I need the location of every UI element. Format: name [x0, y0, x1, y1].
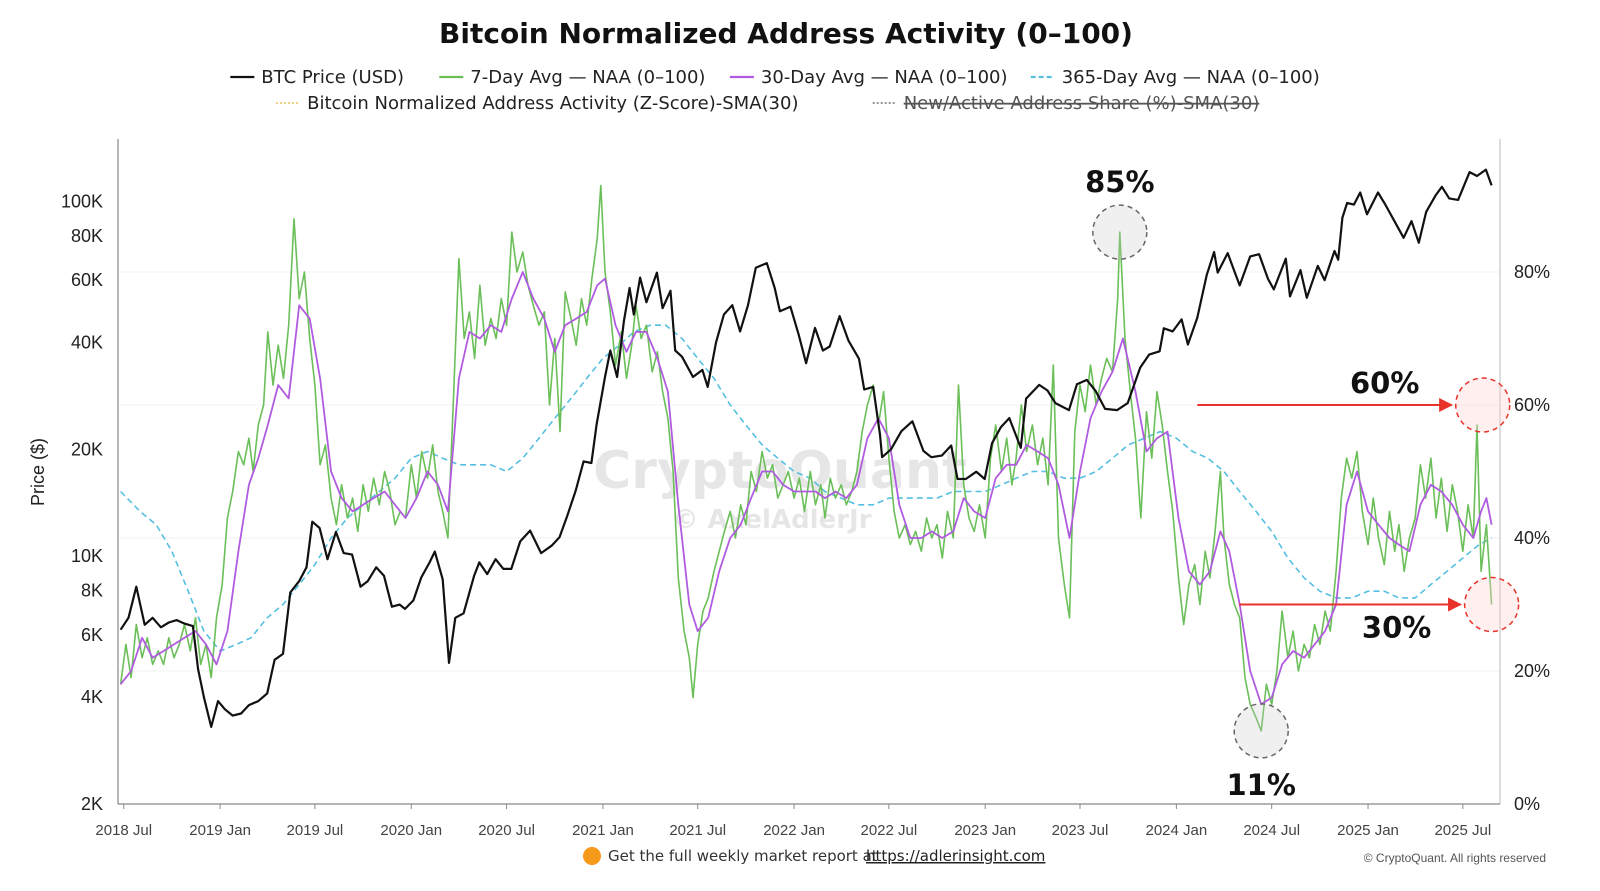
annotation-circle	[1463, 576, 1520, 633]
annotation-circle	[1454, 377, 1511, 433]
annotation-label: 85%	[1085, 165, 1154, 199]
x-tick-label: 2023 Jan	[954, 822, 1016, 839]
x-tick-label: 2020 Jul	[478, 822, 535, 839]
x-tick-label: 2019 Jan	[189, 822, 251, 839]
y-left-tick-label: 80K	[71, 226, 103, 246]
y-left-tick-label: 100K	[61, 191, 103, 211]
legend-naa-7day[interactable]: 7-Day Avg — NAA (0–100)	[439, 67, 705, 88]
legend-label: 30-Day Avg — NAA (0–100)	[761, 67, 1008, 88]
legend-label: 365-Day Avg — NAA (0–100)	[1062, 67, 1320, 88]
legend-new-active-share[interactable]: New/Active Address Share (%)-SMA(30)	[872, 93, 1260, 114]
y-left-tick-label: 8K	[81, 580, 103, 600]
legend-naa-30day[interactable]: 30-Day Avg — NAA (0–100)	[729, 67, 1008, 88]
legend: BTC Price (USD) 7-Day Avg — NAA (0–100) 30…	[230, 67, 1320, 114]
y-right-tick-label: 20%	[1514, 661, 1550, 681]
x-tick-label: 2018 Jul	[95, 822, 152, 839]
x-tick-label: 2025 Jul	[1434, 822, 1491, 839]
x-tick-label: 2021 Jul	[669, 822, 726, 839]
legend-naa-365day[interactable]: 365-Day Avg — NAA (0–100)	[1030, 67, 1320, 88]
legend-label: Bitcoin Normalized Address Activity (Z-S…	[307, 93, 798, 114]
y-right-tick-label: 60%	[1514, 395, 1550, 415]
y-left-tick-label: 2K	[81, 794, 103, 814]
watermark-author: © AxelAdlerJr	[672, 505, 871, 535]
annotations: 85% 11% 60% 30%	[1085, 165, 1520, 802]
watermark: CryptoQuant © AxelAdlerJr	[593, 441, 967, 535]
annotation-30pct: 30%	[1239, 576, 1520, 645]
y-right-tick-label: 0%	[1514, 794, 1540, 814]
y-right-tick-label: 40%	[1514, 528, 1550, 548]
annotation-circle	[1092, 204, 1148, 260]
x-tick-label: 2022 Jan	[763, 822, 825, 839]
annotation-85pct: 85%	[1085, 165, 1155, 260]
legend-label: BTC Price (USD)	[261, 67, 404, 88]
annotation-label: 60%	[1350, 366, 1419, 400]
y-axis-label-left: Price ($)	[28, 438, 48, 506]
footer: Get the full weekly market report at htt…	[583, 847, 1546, 865]
x-tick-label: 2024 Jan	[1145, 822, 1207, 839]
x-tick-label: 2019 Jul	[287, 822, 344, 839]
btc-price-line	[119, 168, 1493, 729]
y-left-tick-label: 40K	[71, 333, 103, 353]
annotation-label: 30%	[1362, 611, 1431, 645]
x-tick-label: 2024 Jul	[1243, 822, 1300, 839]
annotation-circle	[1233, 703, 1289, 759]
naa-30day-line	[119, 271, 1493, 706]
legend-naa-zscore[interactable]: Bitcoin Normalized Address Activity (Z-S…	[276, 93, 798, 114]
footer-link[interactable]: https://adlerinsight.com	[866, 847, 1045, 865]
legend-label: 7-Day Avg — NAA (0–100)	[470, 67, 705, 88]
legend-btc-price[interactable]: BTC Price (USD)	[230, 67, 404, 88]
x-tick-label: 2021 Jan	[572, 822, 634, 839]
y-right-tick-label: 80%	[1514, 262, 1550, 282]
x-tick-label: 2023 Jul	[1052, 822, 1109, 839]
x-tick-label: 2020 Jan	[380, 822, 442, 839]
annotation-11pct: 11%	[1226, 703, 1296, 802]
copyright: © CryptoQuant. All rights reserved	[1364, 851, 1546, 865]
annotation-60pct: 60%	[1197, 366, 1511, 433]
legend-label: New/Active Address Share (%)-SMA(30)	[904, 93, 1260, 114]
y-left-tick-label: 60K	[71, 270, 103, 290]
y-left-tick-label: 20K	[71, 439, 103, 459]
annotation-label: 11%	[1226, 768, 1295, 802]
naa-365day-line	[120, 324, 1492, 652]
series-layer	[119, 168, 1493, 732]
y-left-tick-label: 4K	[81, 687, 103, 707]
axes: 2K 4K 6K 8K 10K 20K 40K 60K 80K 100K 0% 20% 40% 60% 80…	[61, 139, 1550, 839]
chart-title: Bitcoin Normalized Address Activity (0–1…	[439, 17, 1133, 50]
footer-text: Get the full weekly market report at	[608, 847, 878, 865]
x-tick-label: 2022 Jul	[861, 822, 918, 839]
orange-circle-icon	[583, 847, 601, 865]
x-tick-label: 2025 Jan	[1337, 822, 1399, 839]
y-left-tick-label: 6K	[81, 625, 103, 645]
y-left-tick-label: 10K	[71, 546, 103, 566]
